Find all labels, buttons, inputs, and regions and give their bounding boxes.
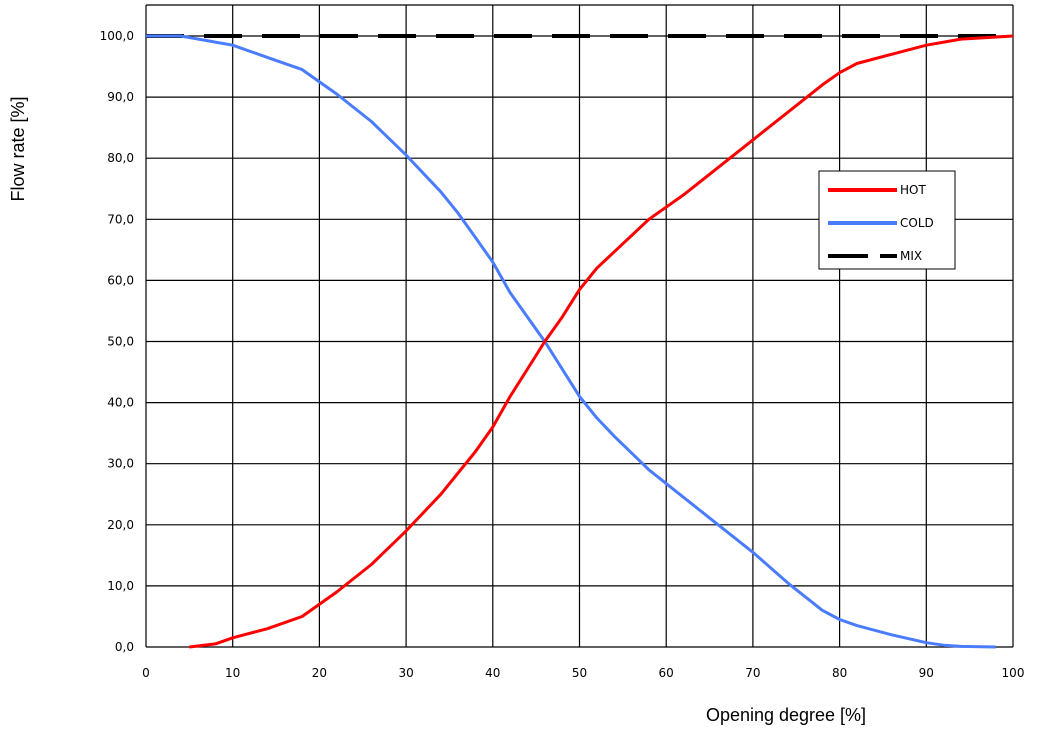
x-tick-label: 100 (1002, 666, 1025, 680)
legend-label-hot: HOT (900, 183, 926, 197)
x-tick-label: 50 (572, 666, 587, 680)
legend-label-cold: COLD (900, 216, 934, 230)
y-tick-label: 70,0 (107, 212, 134, 226)
y-tick-label: 100,0 (100, 29, 134, 43)
x-tick-label: 70 (745, 666, 760, 680)
y-tick-label: 60,0 (107, 273, 134, 287)
y-tick-label: 30,0 (107, 457, 134, 471)
y-tick-label: 0,0 (115, 640, 134, 654)
series-line-hot (189, 34, 1014, 649)
x-axis-title: Opening degree [%] (706, 705, 866, 725)
x-tick-label: 80 (832, 666, 847, 680)
x-tick-label: 40 (485, 666, 500, 680)
x-tick-label: 10 (225, 666, 240, 680)
x-tick-labels: 0 10 20 30 40 50 60 70 80 90 100 (142, 666, 1024, 680)
y-tick-label: 50,0 (107, 335, 134, 349)
y-tick-label: 10,0 (107, 579, 134, 593)
series-layer (146, 34, 1014, 649)
legend-label-mix: MIX (900, 249, 922, 263)
x-tick-label: 20 (312, 666, 327, 680)
x-tick-label: 30 (398, 666, 413, 680)
y-tick-labels: 0,0 10,0 20,0 30,0 40,0 50,0 60,0 70,0 80,0 90,0 1… (100, 29, 134, 654)
legend-box (818, 170, 956, 270)
y-tick-label: 20,0 (107, 518, 134, 532)
x-tick-label: 90 (919, 666, 934, 680)
y-axis-title: Flow rate [%] (8, 96, 28, 201)
series-line-cold (146, 34, 996, 649)
x-tick-label: 60 (659, 666, 674, 680)
y-tick-label: 40,0 (107, 396, 134, 410)
legend: HOT COLD MIX (818, 170, 956, 270)
y-tick-label: 90,0 (107, 90, 134, 104)
x-tick-label: 0 (142, 666, 150, 680)
y-tick-label: 80,0 (107, 151, 134, 165)
